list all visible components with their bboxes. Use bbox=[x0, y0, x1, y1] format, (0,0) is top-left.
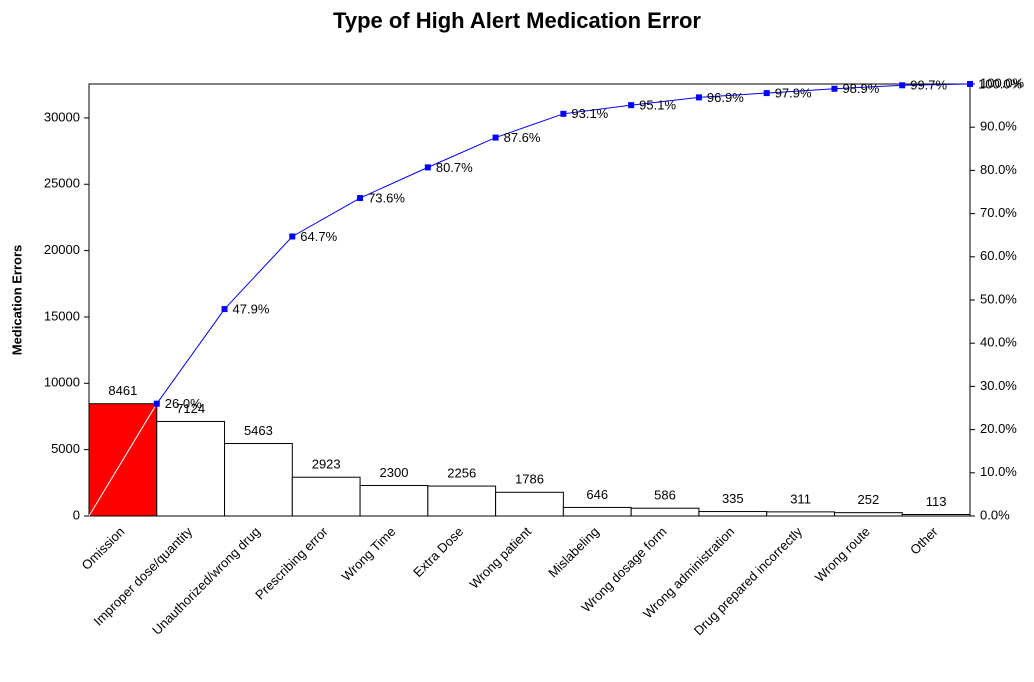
y2-tick-label: 100.0% bbox=[980, 75, 1025, 90]
y2-tick-label: 70.0% bbox=[980, 205, 1017, 220]
bar-label: 7124 bbox=[176, 401, 205, 416]
line-label: 47.9% bbox=[233, 302, 270, 317]
line-marker bbox=[153, 400, 160, 407]
line-marker bbox=[560, 110, 567, 117]
bar-label: 2256 bbox=[447, 466, 476, 481]
connector bbox=[88, 403, 158, 517]
bar-label: 8461 bbox=[108, 383, 137, 398]
line-label: 80.7% bbox=[436, 160, 473, 175]
bar-label: 5463 bbox=[244, 423, 273, 438]
bar bbox=[901, 514, 971, 517]
bar bbox=[562, 506, 632, 517]
x-tick-label: Drug prepared incorrectly bbox=[691, 524, 806, 639]
x-tick-label: Mislabeling bbox=[545, 524, 602, 581]
bar bbox=[291, 476, 361, 517]
y2-tick-label: 10.0% bbox=[980, 464, 1017, 479]
bar-label: 252 bbox=[857, 492, 879, 507]
y2-tick-label: 40.0% bbox=[980, 335, 1017, 350]
bar bbox=[698, 511, 768, 517]
bar bbox=[495, 491, 564, 517]
y2-tick-label: 20.0% bbox=[980, 421, 1017, 436]
line-label: 95.1% bbox=[639, 98, 676, 113]
bar bbox=[156, 420, 226, 517]
line-marker bbox=[899, 82, 906, 89]
chart-title: Type of High Alert Medication Error bbox=[333, 8, 701, 33]
line-marker bbox=[967, 81, 973, 87]
bar bbox=[427, 485, 497, 517]
bar-label: 311 bbox=[790, 491, 811, 506]
line-label: 97.9% bbox=[775, 86, 812, 101]
bar-label: 2300 bbox=[380, 465, 409, 480]
line-label: 99.7% bbox=[910, 78, 947, 93]
x-tick-label: Prescribing error bbox=[252, 523, 331, 602]
y-tick-label: 0 bbox=[73, 507, 80, 522]
y-tick-label: 25000 bbox=[44, 176, 80, 191]
cumulative-line bbox=[156, 83, 971, 404]
x-tick-label: Wrong route bbox=[812, 524, 873, 585]
y2-tick-label: 50.0% bbox=[980, 291, 1017, 306]
line-label: 93.1% bbox=[571, 106, 608, 121]
y2-tick-label: 30.0% bbox=[980, 378, 1017, 393]
bar-label: 335 bbox=[722, 491, 744, 506]
line-label: 64.7% bbox=[300, 229, 337, 244]
line-label: 96.9% bbox=[707, 90, 744, 105]
x-tick-label: Extra Dose bbox=[410, 524, 466, 580]
line-marker bbox=[289, 233, 296, 240]
bar-label: 113 bbox=[926, 494, 947, 509]
y-axis-label: Medication Errors bbox=[9, 245, 24, 356]
bar-label: 586 bbox=[654, 488, 676, 503]
x-tick-label: Omission bbox=[79, 524, 128, 573]
bar bbox=[224, 443, 293, 517]
y2-tick-label: 80.0% bbox=[980, 162, 1017, 177]
bar-label: 2923 bbox=[312, 457, 341, 472]
bar bbox=[630, 507, 700, 517]
bar bbox=[833, 512, 903, 517]
y2-tick-label: 90.0% bbox=[980, 119, 1017, 134]
y-tick-label: 5000 bbox=[51, 441, 80, 456]
line-label: 100.0% bbox=[978, 76, 1023, 91]
bar-label: 1786 bbox=[515, 472, 544, 487]
x-tick-label: Wrong patient bbox=[466, 524, 534, 592]
line-label: 26.0% bbox=[165, 396, 202, 411]
y2-tick-label: 60.0% bbox=[980, 248, 1017, 263]
y-tick-label: 30000 bbox=[44, 109, 80, 124]
bar bbox=[359, 484, 429, 517]
y-tick-label: 20000 bbox=[44, 242, 80, 257]
y-tick-label: 10000 bbox=[44, 375, 80, 390]
bar bbox=[766, 511, 835, 517]
line-marker bbox=[221, 306, 228, 313]
line-marker bbox=[763, 90, 770, 97]
bar-label: 646 bbox=[586, 487, 608, 502]
line-marker bbox=[628, 102, 635, 109]
x-tick-label: Other bbox=[907, 523, 941, 557]
line-label: 87.6% bbox=[504, 130, 541, 145]
line-marker bbox=[492, 134, 499, 141]
y2-tick-label: 0.0% bbox=[980, 507, 1010, 522]
line-label: 73.6% bbox=[368, 190, 405, 205]
line-marker bbox=[424, 164, 431, 171]
y-tick-label: 15000 bbox=[44, 308, 80, 323]
line-marker bbox=[357, 195, 364, 202]
line-label: 98.9% bbox=[842, 81, 879, 96]
line-marker bbox=[695, 94, 702, 101]
line-marker bbox=[831, 85, 838, 92]
x-tick-label: Wrong Time bbox=[339, 524, 399, 584]
